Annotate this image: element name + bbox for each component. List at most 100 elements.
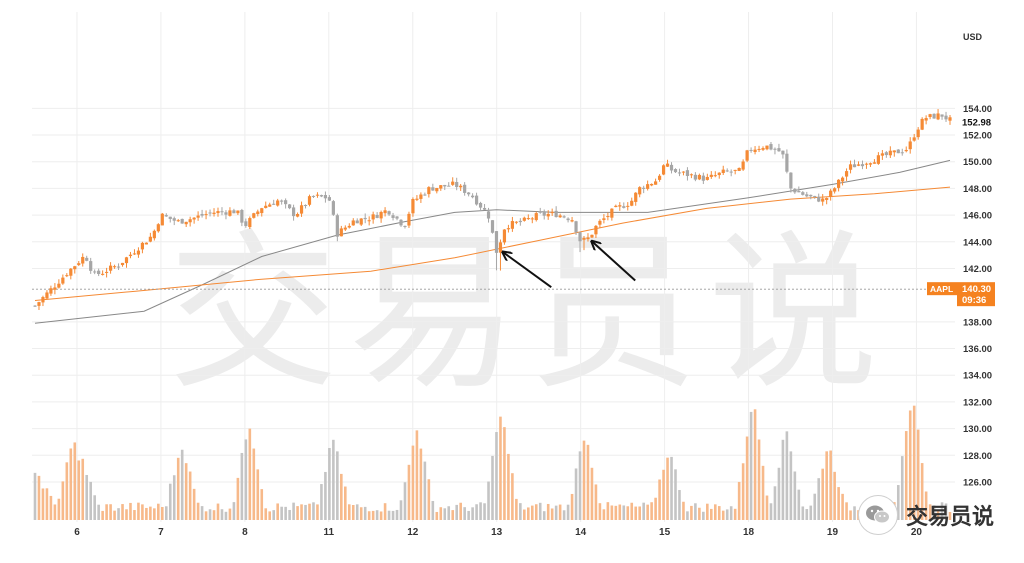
candle-body bbox=[681, 171, 686, 173]
y-axis-unit: USD bbox=[963, 32, 983, 42]
candle-body bbox=[463, 184, 467, 193]
candle-body bbox=[256, 211, 260, 215]
candle-body bbox=[41, 297, 45, 303]
volume-bar bbox=[817, 478, 821, 520]
candle-body bbox=[622, 206, 626, 208]
x-tick-label: 19 bbox=[827, 527, 839, 538]
y-tick-label: 152.00 bbox=[963, 131, 992, 142]
candle-body bbox=[574, 221, 578, 233]
candle-body bbox=[618, 205, 622, 207]
volume-bar bbox=[105, 504, 108, 520]
volume-bar bbox=[61, 481, 65, 520]
volume-bar bbox=[89, 481, 92, 520]
candle-body bbox=[303, 204, 308, 206]
volume-bar bbox=[479, 502, 482, 520]
volume-bar bbox=[896, 485, 900, 520]
volume-bar bbox=[248, 428, 252, 520]
candle-body bbox=[944, 115, 948, 120]
volume-bar bbox=[268, 511, 272, 520]
candle-body bbox=[379, 211, 383, 219]
volume-bar bbox=[164, 506, 168, 520]
candle-body bbox=[252, 213, 256, 218]
volume-bar bbox=[793, 471, 797, 520]
volume-bar bbox=[332, 439, 335, 520]
volume-bar bbox=[837, 487, 840, 520]
candle-body bbox=[530, 218, 534, 220]
candle-body bbox=[363, 217, 367, 220]
volume-bar bbox=[813, 493, 817, 520]
volume-bar bbox=[527, 507, 530, 520]
candle-body bbox=[638, 187, 642, 195]
annotation-arrow bbox=[503, 252, 552, 288]
candle-body bbox=[606, 216, 610, 218]
candle-body bbox=[928, 114, 932, 118]
volume-bar bbox=[220, 509, 224, 520]
candle-body bbox=[148, 236, 152, 242]
volume-bar bbox=[797, 489, 801, 520]
volume-bar bbox=[538, 502, 542, 520]
volume-bar bbox=[646, 504, 649, 520]
candle-body bbox=[737, 167, 741, 171]
candle-body bbox=[427, 187, 431, 195]
candle-body bbox=[359, 218, 363, 225]
candle-body bbox=[785, 153, 789, 172]
volume-bar bbox=[706, 503, 709, 520]
candle-body bbox=[590, 234, 594, 238]
candle-body bbox=[291, 207, 296, 217]
volume-bar bbox=[841, 493, 844, 520]
volume-bar bbox=[590, 467, 594, 520]
volume-bar bbox=[312, 502, 315, 520]
volume-bar bbox=[188, 471, 192, 520]
volume-bar bbox=[196, 502, 200, 520]
y-tick-label: 128.00 bbox=[963, 451, 992, 462]
candle-body bbox=[45, 292, 49, 299]
volume-bar bbox=[825, 451, 828, 520]
volume-bar bbox=[471, 507, 474, 520]
volume-bar bbox=[395, 509, 399, 520]
volume-bar bbox=[224, 511, 228, 520]
candle-body bbox=[435, 187, 439, 192]
candle-body bbox=[924, 118, 928, 121]
candle-body bbox=[288, 204, 292, 209]
volume-bar bbox=[940, 502, 944, 520]
candle-body bbox=[673, 169, 678, 173]
candle-body bbox=[745, 150, 749, 161]
candle-body bbox=[327, 197, 331, 201]
candle-body bbox=[132, 253, 137, 255]
candle-body bbox=[407, 213, 411, 226]
volume-bars bbox=[33, 405, 952, 520]
volume-bar bbox=[515, 498, 518, 520]
volume-bar bbox=[240, 452, 244, 520]
candle-body bbox=[797, 190, 801, 193]
y-tick-label: 144.00 bbox=[963, 237, 992, 248]
volume-bar bbox=[523, 509, 526, 520]
candle-body bbox=[299, 205, 304, 214]
volume-bar bbox=[916, 429, 920, 520]
candle-body bbox=[880, 153, 884, 156]
volume-bar bbox=[519, 503, 522, 520]
volume-bar bbox=[638, 506, 641, 520]
volume-bar bbox=[97, 504, 100, 520]
candle-body bbox=[654, 181, 658, 185]
moving-average-long bbox=[34, 159, 951, 324]
volume-bar bbox=[534, 504, 538, 520]
volume-bar bbox=[546, 503, 550, 520]
volume-bar bbox=[423, 461, 427, 520]
candle-body bbox=[216, 211, 220, 214]
candle-body bbox=[69, 268, 73, 276]
candle-body bbox=[355, 220, 359, 224]
candle-body bbox=[391, 215, 395, 218]
volume-bar bbox=[658, 479, 661, 520]
candle-body bbox=[184, 221, 188, 225]
candle-body bbox=[180, 218, 184, 224]
volume-bar bbox=[451, 510, 455, 520]
candle-body bbox=[542, 212, 546, 216]
x-tick-label: 14 bbox=[575, 527, 587, 538]
volume-bar bbox=[81, 458, 85, 520]
candle-body bbox=[188, 219, 192, 223]
volume-bar bbox=[729, 506, 733, 520]
candle-body bbox=[829, 190, 833, 197]
volume-bar bbox=[232, 502, 236, 520]
candle-body bbox=[876, 155, 880, 164]
